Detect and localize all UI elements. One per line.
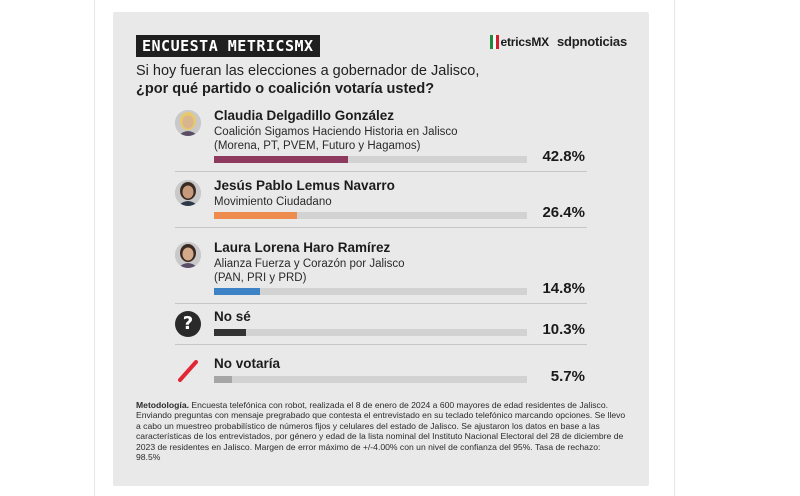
question-mark-icon: ?	[175, 311, 201, 337]
candidate-photo-icon	[175, 110, 201, 136]
row-divider	[175, 344, 587, 345]
question-line-1: Si hoy fueran las elecciones a gobernado…	[136, 63, 480, 79]
frame-border-left	[94, 0, 95, 496]
candidate-coalition: Coalición Sigamos Haciendo Historia en J…	[214, 126, 458, 138]
candidate-photo-icon	[175, 180, 201, 206]
bar-track	[214, 329, 527, 336]
candidate-coalition: Movimiento Ciudadano	[214, 196, 332, 208]
bar-track	[214, 288, 527, 295]
candidate-parties: (Morena, PT, PVEM, Futuro y Hagamos)	[214, 140, 421, 152]
candidate-name: No votaría	[214, 356, 281, 371]
frame-border-right	[674, 0, 675, 496]
results-chart: Claudia Delgadillo González Coalición Sig…	[113, 12, 649, 486]
survey-card: ENCUESTA METRICSMX etricsMX sdpnoticias …	[113, 12, 649, 486]
candidate-coalition: Alianza Fuerza y Corazón por Jalisco	[214, 258, 405, 270]
percentage-label: 5.7%	[550, 368, 585, 385]
question-line-2: ¿por qué partido o coalición votaría ust…	[136, 81, 435, 97]
row-divider	[175, 171, 587, 172]
bar-fill	[214, 212, 297, 219]
percentage-label: 14.8%	[542, 280, 585, 297]
row-divider	[175, 303, 587, 304]
metricsmx-logo: etricsMX	[489, 34, 550, 49]
bar-fill	[214, 288, 261, 295]
slash-icon	[175, 358, 201, 384]
bar-fill	[214, 376, 232, 383]
methodology-note: Metodología. Encuesta telefónica con rob…	[136, 400, 626, 462]
bar-fill	[214, 156, 348, 163]
survey-question: Si hoy fueran las elecciones a gobernado…	[136, 62, 616, 98]
candidate-name: No sé	[214, 309, 251, 324]
candidate-name: Jesús Pablo Lemus Navarro	[214, 178, 395, 193]
bar-track	[214, 156, 527, 163]
bar-track	[214, 376, 527, 383]
survey-badge: ENCUESTA METRICSMX	[136, 35, 320, 57]
percentage-label: 42.8%	[542, 148, 585, 165]
bar-fill	[214, 329, 247, 336]
percentage-label: 10.3%	[542, 321, 585, 338]
sdpnoticias-logo: sdpnoticias	[556, 34, 627, 49]
mexico-flag-icon	[489, 34, 499, 49]
methodology-label: Metodología.	[136, 400, 189, 410]
bar-track	[214, 212, 527, 219]
percentage-label: 26.4%	[542, 204, 585, 221]
candidate-name: Laura Lorena Haro Ramírez	[214, 240, 391, 255]
candidate-name: Claudia Delgadillo González	[214, 108, 395, 123]
methodology-text: Encuesta telefónica con robot, realizada…	[136, 400, 626, 463]
candidate-photo-icon	[175, 242, 201, 268]
candidate-parties: (PAN, PRI y PRD)	[214, 272, 307, 284]
metricsmx-logo-text: etricsMX	[500, 34, 550, 49]
logos: etricsMX sdpnoticias	[489, 34, 627, 49]
row-divider	[175, 227, 587, 228]
